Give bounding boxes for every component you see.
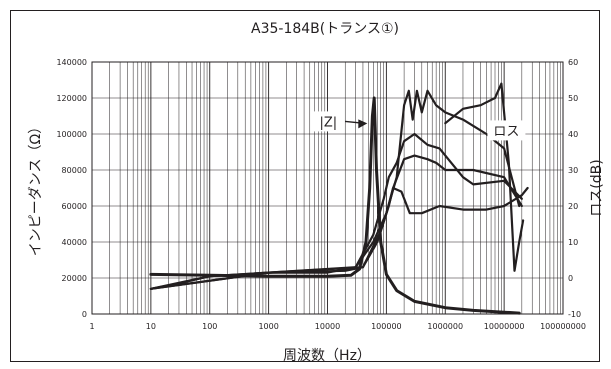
x-axis-label: 周波数（Hz） xyxy=(283,348,371,364)
y2-tick-label: 60 xyxy=(568,58,578,67)
annotations: |Z| ロス xyxy=(312,111,526,141)
chart-title: A35-184B(トランス①) xyxy=(251,21,399,37)
x-tick-label: 10000 xyxy=(315,322,340,331)
annotation-background xyxy=(487,120,526,141)
x-tick-label: 10 xyxy=(146,322,156,331)
series-line-1 xyxy=(149,96,521,315)
x-tick-label: 100000000 xyxy=(540,322,586,331)
x-tick-label: 100 xyxy=(202,322,217,331)
annotation-arrow-head xyxy=(358,119,368,129)
y-tick-label: 40000 xyxy=(62,238,87,247)
series-line-3 xyxy=(149,154,523,290)
y-tick-label: 140000 xyxy=(56,58,87,67)
y-tick-label: 60000 xyxy=(62,202,87,211)
plot-grid xyxy=(92,62,563,314)
y2-tick-label: 50 xyxy=(568,94,578,103)
series-line-4 xyxy=(149,132,523,290)
series-lines xyxy=(149,82,529,315)
y-axis-label: インピーダンス（Ω） xyxy=(28,120,44,256)
x-tick-label: 100000 xyxy=(371,322,402,331)
y-tick-label: 20000 xyxy=(62,274,87,283)
y2-tick-label: 20 xyxy=(568,202,578,211)
y2-axis-label: ロス(dB) xyxy=(589,159,605,216)
x-tick-label: 1000000 xyxy=(427,322,463,331)
y-tick-label: 0 xyxy=(82,310,87,319)
y2-tick-label: 30 xyxy=(568,166,578,175)
series-line-5 xyxy=(149,186,529,290)
x-tick-label: 1 xyxy=(89,322,94,331)
annotation-z-label: |Z| xyxy=(319,115,337,130)
plot-area xyxy=(91,61,564,315)
x-tick-label: 1000 xyxy=(258,322,278,331)
x-tick-label: 10000000 xyxy=(484,322,525,331)
y2-tick-label: 40 xyxy=(568,130,578,139)
annotation-background xyxy=(312,111,345,132)
series-line-6 xyxy=(444,82,525,272)
y-tick-label: 120000 xyxy=(56,94,87,103)
y2-tick-label: 0 xyxy=(568,274,573,283)
y-tick-label: 100000 xyxy=(56,130,87,139)
annotation-loss-label: ロス xyxy=(493,124,519,139)
y-tick-label: 80000 xyxy=(62,166,87,175)
y2-tick-label: -10 xyxy=(568,310,581,319)
y2-tick-label: 10 xyxy=(568,238,578,247)
axis-ticks: 1 10 100 1000 10000 100000 1000000 10000000 1000… xyxy=(56,58,585,331)
